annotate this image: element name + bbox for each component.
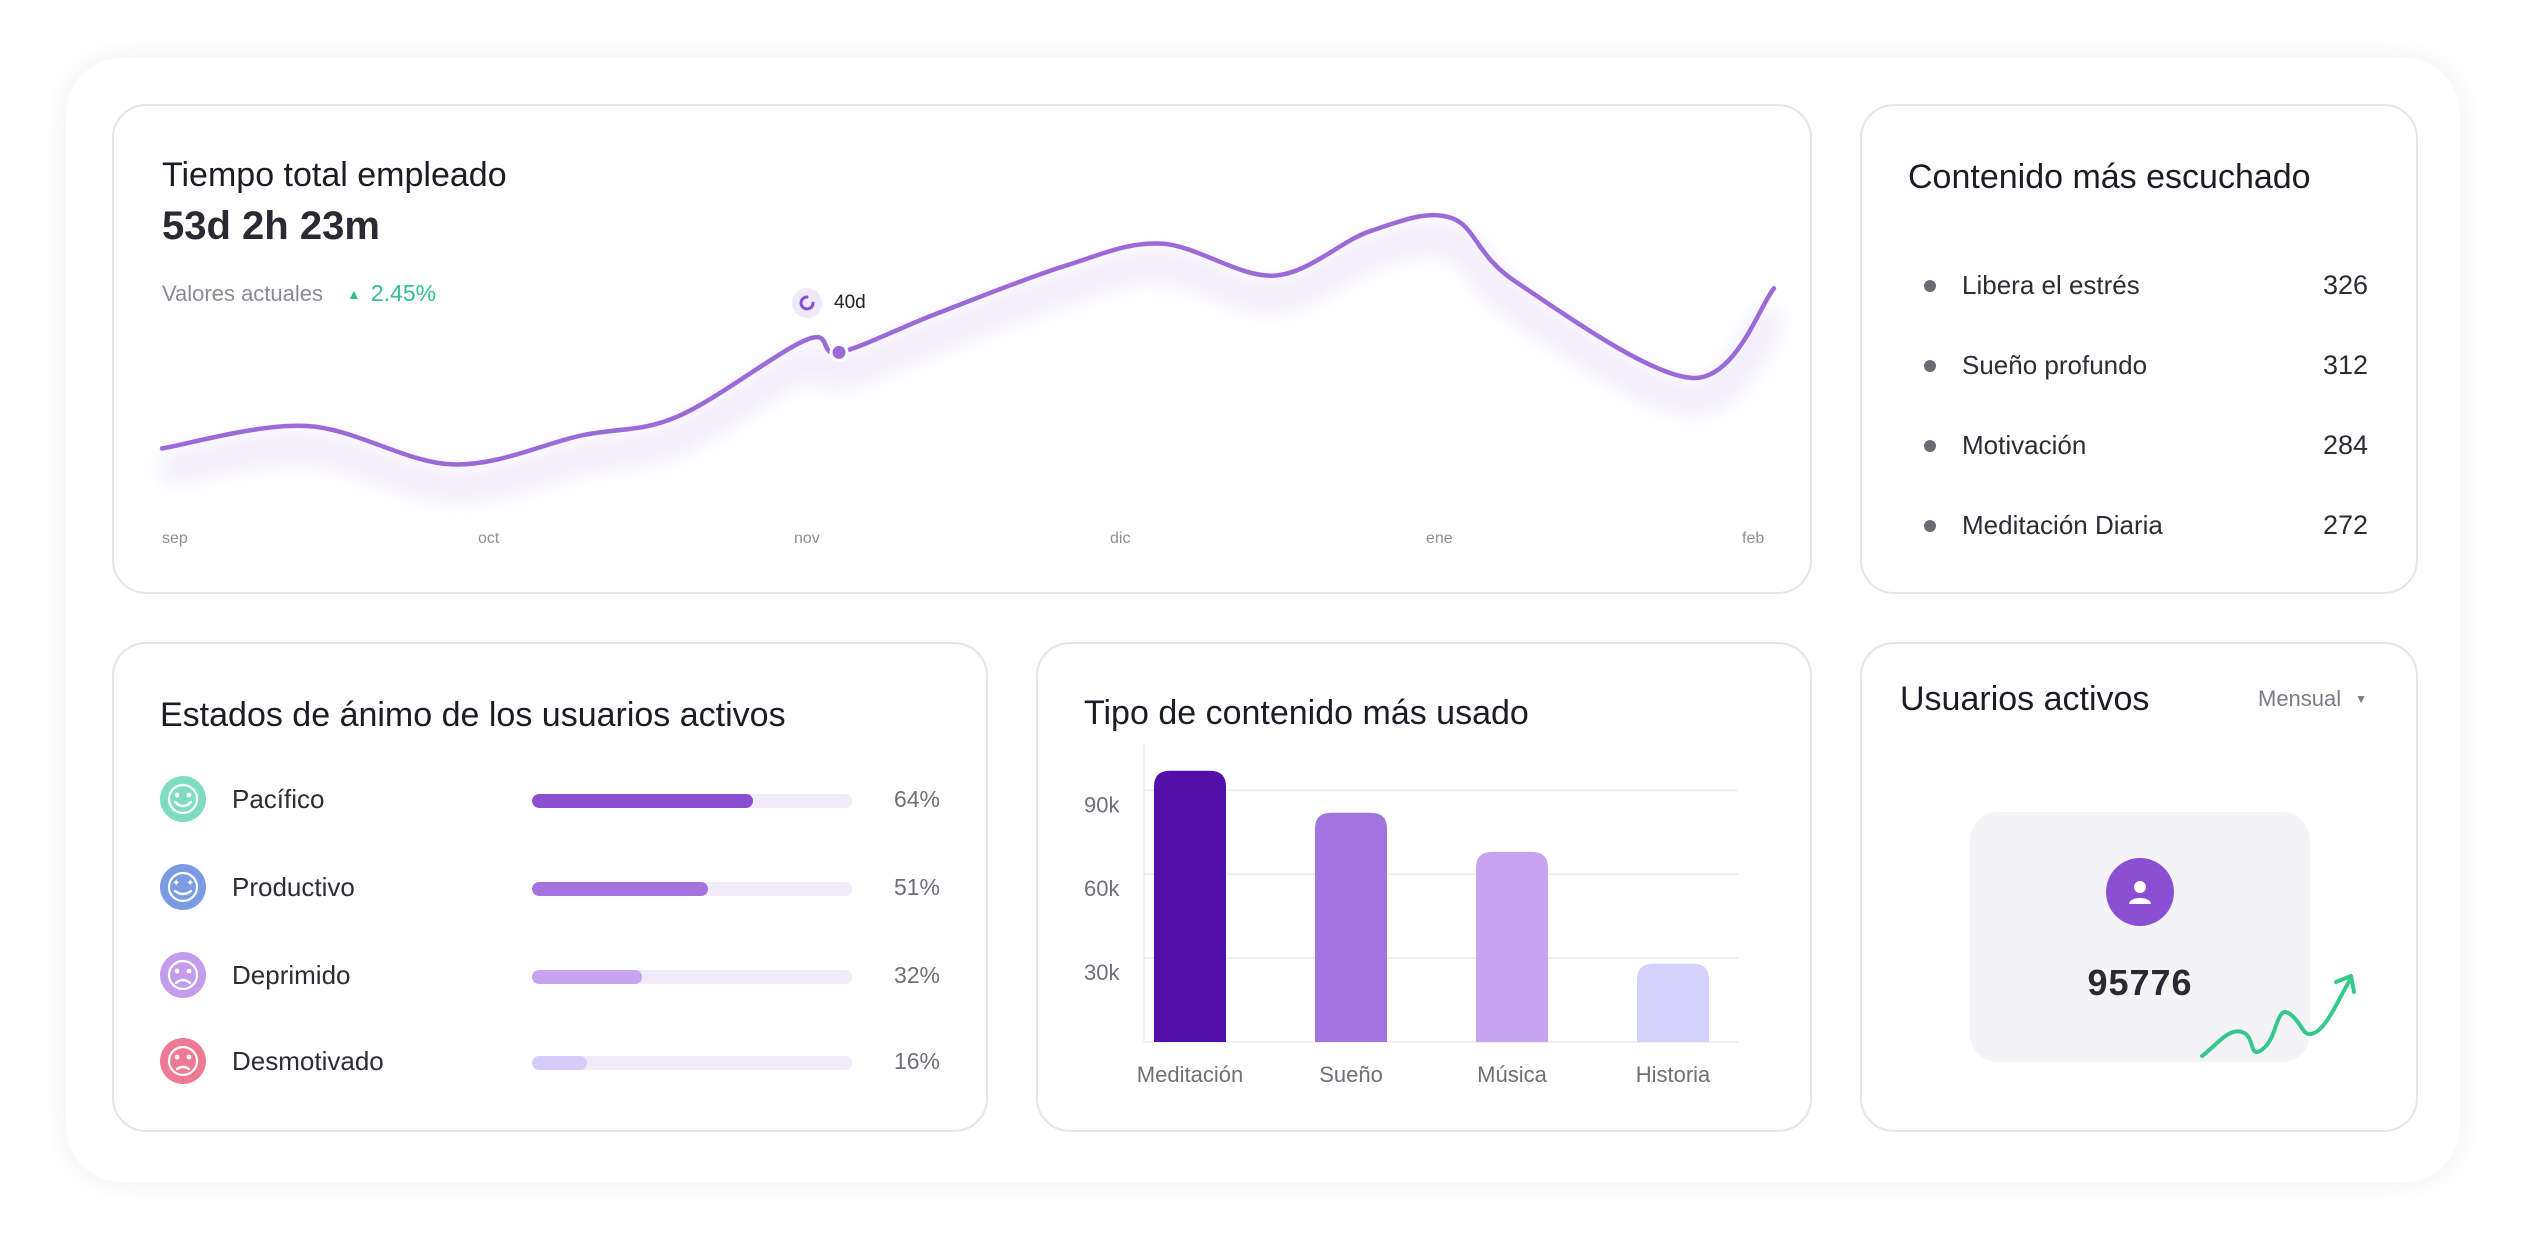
svg-text:✦: ✦ (172, 878, 180, 889)
bullet-icon (1924, 519, 1936, 532)
chevron-down-icon: ▼ (2355, 692, 2368, 706)
sad-face-icon (160, 952, 206, 998)
mood-percentage: 32% (893, 962, 940, 988)
mood-progress-track (532, 882, 852, 896)
top-content-label: Meditación Diaria (1962, 510, 2163, 540)
time-line-chart (159, 212, 1783, 498)
mood-percentage: 64% (893, 786, 940, 812)
mood-percentage: 16% (893, 1048, 940, 1074)
top-content-count: 326 (2322, 270, 2368, 300)
mood-percentage: 51% (893, 874, 940, 900)
trend-line-icon (2200, 974, 2356, 1058)
month-label: sep (162, 530, 188, 547)
clock-icon (792, 288, 822, 318)
top-content-title: Contenido más escuchado (1908, 158, 2311, 196)
current-values-row: Valores actuales ▲ 2.45% (162, 280, 436, 307)
mood-row: Pacífico 64% (160, 774, 940, 824)
period-value: Mensual (2258, 686, 2342, 711)
top-content-item[interactable]: Meditación Diaria 272 (1924, 510, 2368, 541)
x-category-label: Historia (1636, 1062, 1711, 1087)
x-category-label: Meditación (1137, 1062, 1243, 1087)
top-content-label: Motivación (1962, 430, 2087, 460)
x-category-label: Sueño (1319, 1062, 1383, 1087)
happy-face-icon (160, 776, 206, 822)
mood-label: Productivo (232, 872, 355, 902)
active-users-box: 95776 (1970, 812, 2310, 1062)
top-content-item[interactable]: Sueño profundo 312 (1924, 350, 2368, 381)
bar-meditación[interactable] (1154, 770, 1226, 1042)
current-values-label: Valores actuales (162, 280, 324, 306)
svg-text:✦: ✦ (186, 878, 194, 889)
content-type-title: Tipo de contenido más usado (1084, 694, 1529, 732)
active-users-count: 95776 (2087, 962, 2193, 1003)
bullet-icon (1924, 439, 1936, 452)
month-label: ene (1426, 530, 1453, 547)
mood-progress-track (532, 1056, 852, 1070)
moods-title: Estados de ánimo de los usuarios activos (160, 696, 786, 734)
month-label: feb (1742, 530, 1765, 547)
mood-progress-fill (532, 882, 708, 896)
chart-tooltip: 40d (792, 288, 866, 318)
mood-row: Deprimido 32% (160, 950, 940, 1000)
top-content-label: Sueño profundo (1962, 350, 2148, 380)
unhappy-face-icon (160, 1038, 206, 1084)
month-label: dic (1110, 530, 1131, 547)
moods-card: Estados de ánimo de los usuarios activos… (112, 642, 988, 1132)
bullet-icon (1924, 279, 1936, 292)
mood-progress-fill (532, 1056, 588, 1070)
user-icon (2106, 858, 2174, 926)
x-category-label: Música (1477, 1062, 1547, 1087)
top-content-label: Libera el estrés (1962, 270, 2140, 300)
period-dropdown[interactable]: Mensual ▼ (2258, 686, 2367, 712)
top-content-count: 312 (2322, 350, 2368, 380)
top-content-item[interactable]: Motivación 284 (1924, 430, 2368, 461)
mood-label: Deprimido (232, 960, 351, 990)
line-highlight-point[interactable] (829, 342, 849, 362)
y-tick-label: 60k (1084, 876, 1120, 901)
active-users-title: Usuarios activos (1900, 680, 2150, 718)
mood-progress-fill (532, 970, 643, 984)
month-label: nov (794, 530, 820, 547)
mood-progress-track (532, 794, 852, 808)
top-content-count: 284 (2322, 430, 2368, 460)
content-type-bar-chart: 30k 60k 90k Meditación Sueño Música Historia (1084, 744, 1738, 1087)
line-series (159, 212, 1777, 467)
total-time-title: Tiempo total empleado (162, 156, 507, 194)
total-time-card: Tiempo total empleado 53d 2h 23m Valores… (112, 104, 1812, 594)
bullet-icon (1924, 359, 1936, 372)
top-content-count: 272 (2322, 510, 2368, 540)
month-label: oct (478, 530, 500, 547)
trend-up-icon: ▲ (347, 285, 361, 302)
mood-progress-fill (532, 794, 753, 808)
bar-historia[interactable] (1637, 963, 1709, 1042)
mood-label: Desmotivado (232, 1046, 384, 1076)
mood-label: Pacífico (232, 784, 325, 814)
mood-progress-track (532, 970, 852, 984)
y-tick-label: 90k (1084, 792, 1120, 817)
active-users-card: Usuarios activos Mensual ▼ 95776 (1860, 642, 2418, 1132)
change-percentage: 2.45% (370, 280, 437, 306)
total-time-value: 53d 2h 23m (162, 204, 380, 248)
top-content-item[interactable]: Libera el estrés 326 (1924, 270, 2368, 301)
top-content-card: Contenido más escuchado Libera el estrés… (1860, 104, 2418, 594)
content-type-card: Tipo de contenido más usado 30k 60k 90k Med… (1036, 642, 1812, 1132)
bar-música[interactable] (1476, 851, 1548, 1042)
y-tick-label: 30k (1084, 960, 1120, 985)
star-eyes-face-icon: ✦ ✦ (160, 864, 206, 910)
bar-sueño[interactable] (1315, 812, 1387, 1042)
tooltip-value: 40d (834, 292, 866, 313)
line-shadow (160, 226, 1783, 498)
mood-row: Desmotivado 16% (160, 1036, 940, 1086)
mood-row: ✦ ✦ Productivo 51% (160, 862, 940, 912)
